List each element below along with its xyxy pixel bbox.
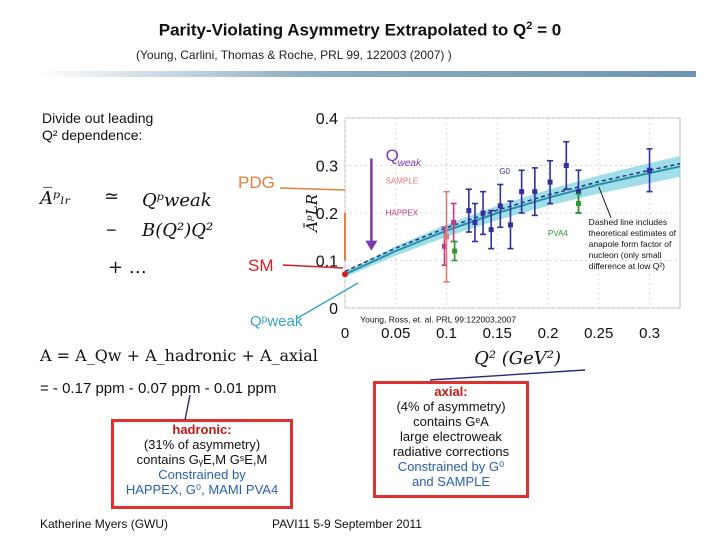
- y-tick-label: 0.2: [316, 206, 338, 223]
- dashed-note-line: theoretical estimates of: [589, 228, 677, 238]
- data-point-g0: [466, 208, 472, 214]
- data-point-g0: [519, 189, 525, 195]
- qweak-arrow-head: [365, 240, 378, 251]
- happex-annotation: HAPPEX: [386, 208, 419, 217]
- sm-connector: [282, 264, 344, 269]
- axial-box: axial: (4% of asymmetry) contains GᵉA la…: [373, 381, 529, 498]
- qweak-annotation-sub: weak: [398, 158, 422, 169]
- data-point-g0: [480, 210, 486, 216]
- reference-annotation: Young, Ross, et. al. PRL 99:122003,2007: [360, 314, 516, 324]
- pdg-label: PDG: [238, 173, 275, 192]
- dashed-note-line: anapole form factor of: [589, 239, 672, 249]
- asymmetry-decomposition: A = A_Qw + A_hadronic + A_axial: [40, 346, 318, 365]
- formula-qweak-term: Qᵖweak: [142, 190, 212, 211]
- data-point-g0: [507, 222, 513, 228]
- anapole-dashed-line: [344, 162, 681, 273]
- y-tick-label: 0.4: [316, 111, 338, 128]
- x-tick-label: 0.15: [483, 325, 512, 342]
- hadronic-connector: [184, 394, 191, 421]
- hadronic-title: hadronic:: [172, 422, 232, 437]
- qp-connector: [295, 282, 359, 320]
- data-point-happex: [451, 220, 457, 225]
- formula-approx: ≃: [104, 186, 120, 207]
- citation: (Young, Carlini, Thomas & Roche, PRL 99,…: [136, 48, 452, 62]
- header-rule: [36, 71, 696, 77]
- y-axis-label: ĀᵖLR: [303, 194, 321, 234]
- x-tick-label: 0.1: [436, 325, 457, 342]
- divide-note: Divide out leading Q² dependence:: [42, 110, 154, 143]
- formula-lhs: A̅ᵖₗᵣ: [40, 188, 71, 209]
- y-tick-label: 0.3: [316, 159, 338, 176]
- slide-title: Parity-Violating Asymmetry Extrapolated …: [158, 20, 562, 40]
- asymmetry-plot: 00.10.20.30.40 0.05 0.1 0.15 0.2 0.25 0.3Qweak…: [303, 111, 681, 369]
- data-point-sample: [444, 234, 450, 240]
- data-point-g0: [472, 220, 478, 225]
- x-tick-label: 0.25: [584, 325, 613, 342]
- qp-weak-label: Qᵖweak: [250, 313, 303, 330]
- x-axis-label: Q² (GeV²): [474, 348, 561, 369]
- asymmetry-values: = - 0.17 ppm - 0.07 ppm - 0.01 ppm: [40, 380, 277, 397]
- data-point-happex: [441, 243, 447, 249]
- footer-conference: PAVI11 5-9 September 2011: [272, 517, 422, 531]
- formula-plus-ellipsis: + …: [108, 257, 147, 278]
- dashed-note-line: difference at low Q²): [589, 261, 666, 271]
- x-tick-label: 0.3: [639, 325, 660, 342]
- axial-connector: [429, 369, 586, 381]
- g0-annotation: G0: [499, 167, 510, 176]
- data-point-pva4: [575, 201, 581, 206]
- qweak-annotation: Q: [386, 146, 399, 165]
- fit-uncertainty-band: [345, 156, 680, 278]
- y-tick-label: 0: [329, 301, 338, 318]
- data-point-g0: [532, 189, 538, 195]
- formula-minus: −: [106, 220, 117, 240]
- dashed-note-line: nucleon (only small: [589, 250, 662, 260]
- axial-title: axial:: [434, 384, 468, 399]
- dashed-note-pointer: [598, 186, 612, 218]
- data-point-g0: [547, 179, 553, 185]
- data-point-g0: [563, 163, 569, 168]
- pva4-annotation: PVA4: [548, 229, 568, 238]
- data-point-pva4: [452, 248, 458, 254]
- x-tick-label: 0: [341, 325, 349, 342]
- footer-author: Katherine Myers (GWU): [40, 517, 169, 531]
- dashed-note-line: Dashed line includes: [589, 217, 667, 227]
- data-point-g0: [488, 227, 494, 233]
- data-point-g0: [575, 189, 581, 195]
- sm-label: SM: [248, 256, 274, 275]
- data-point-g0: [647, 167, 653, 173]
- x-tick-label: 0.2: [538, 325, 559, 342]
- pdg-connector: [279, 187, 346, 191]
- sample-annotation: SAMPLE: [386, 177, 418, 186]
- data-point-g0: [497, 203, 503, 209]
- formula-b-term: B(Q²)Q²: [142, 220, 214, 241]
- fit-line: [344, 165, 681, 276]
- sm-marker: [342, 271, 348, 278]
- x-tick-label: 0.05: [381, 325, 410, 342]
- hadronic-box: hadronic: (31% of asymmetry) contains Gᵧ…: [111, 419, 293, 509]
